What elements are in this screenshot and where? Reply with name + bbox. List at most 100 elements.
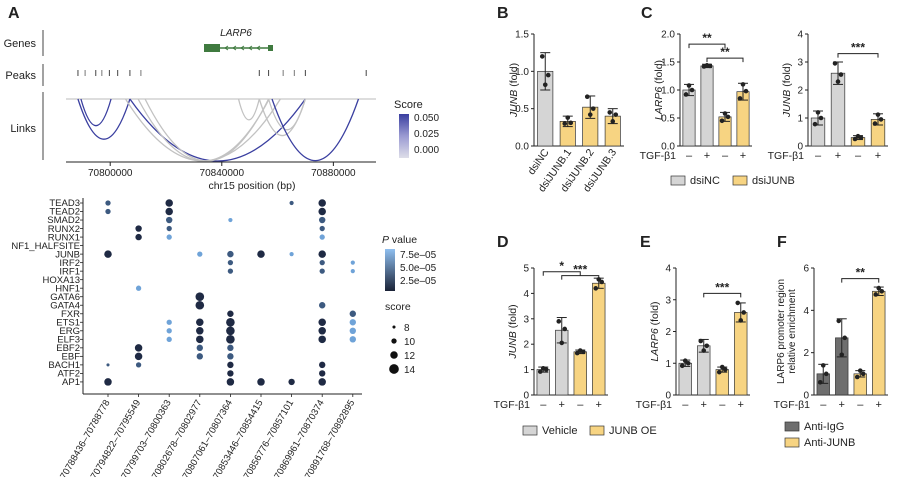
tf-label-ets1: ETS1	[56, 317, 80, 328]
chart-e-point-2-2	[722, 367, 728, 372]
chart-c1-tgf-sign-1: +	[704, 150, 710, 162]
tf-label-elf3: ELF3	[57, 335, 80, 346]
chart-e-bar-1	[697, 345, 711, 396]
chart-f-tgf-label: TGF-β1	[774, 399, 811, 411]
chart-f-point-0-2	[823, 371, 829, 377]
tf-label-irf1: IRF1	[59, 266, 80, 277]
chart-c1-point-1-2	[707, 63, 713, 69]
dot-ap1-0	[104, 378, 112, 386]
chart-b-point-3-0	[607, 110, 613, 115]
dot-score-legend-dot-14	[389, 364, 399, 374]
chart-c1-point-2-1	[722, 111, 728, 116]
chart-e-ytick-label-1: 1	[665, 359, 671, 370]
links-xtick-label-2: 70880000	[311, 168, 356, 179]
pvalue-legend-tick-0: 7.5e–05	[400, 250, 437, 261]
chart-e-bar-3	[734, 312, 748, 396]
dot-ets1-7	[318, 318, 326, 327]
dot-score-legend-title: score	[385, 301, 411, 313]
dot-irf1-7	[319, 268, 325, 274]
dot-elf3-3	[196, 335, 204, 344]
chart-d-point-0-2	[543, 367, 549, 372]
chart-d-ytick-label-0: 0	[523, 391, 529, 402]
tf-label-nf1_halfsite: NF1_HALFSITE	[11, 241, 80, 252]
link-arc-5	[144, 98, 270, 162]
dot-ebf-1	[134, 352, 143, 361]
chart-d-ytick-label-5: 5	[523, 264, 529, 275]
chart-e-tgf-sign-3: +	[738, 399, 744, 411]
chart-e-point-2-1	[719, 364, 725, 370]
legend-f-swatch-0	[784, 421, 800, 432]
chart-f-ylabel-line-1: relative enrichment	[787, 289, 798, 374]
chart-c1-point-2-2	[725, 114, 731, 120]
link-arc-2	[129, 98, 306, 162]
chart-f-tgf-sign-0: –	[820, 399, 827, 411]
chart-d-ylabel: JUNB (fold)	[507, 304, 519, 359]
chart-d-point-1-0	[556, 319, 562, 324]
legend-c-label-1: dsiJUNB	[752, 175, 795, 187]
chart-d-point-1-2	[562, 326, 568, 332]
pvalue-legend-title: P value	[382, 234, 417, 246]
chart-e-point-3-2	[741, 310, 747, 315]
links-xtick-label-1: 70840000	[200, 168, 245, 179]
dot-tead3-2	[165, 199, 173, 207]
dot-junb-5	[257, 250, 265, 258]
chart-c1-tgf-sign-3: +	[740, 150, 746, 162]
pvalue-legend-bar	[385, 249, 395, 291]
chart-c1-tgf-label: TGF-β1	[640, 150, 677, 162]
chart-c1-point-2-0	[719, 118, 725, 124]
chart-e-tgf-label: TGF-β1	[636, 399, 673, 411]
dot-bach1-0	[106, 363, 110, 367]
dot-runx2-1	[135, 225, 142, 232]
chart-c2-tgf-label: TGF-β1	[768, 150, 805, 162]
chart-b-ylabel-unit: (fold)	[508, 63, 520, 90]
chart-b-point-2-2	[590, 106, 596, 111]
dot-runx1-1	[135, 233, 142, 241]
dot-bach1-1	[135, 362, 142, 368]
chart-d-bar-3	[592, 282, 606, 396]
dot-junb-3	[197, 251, 203, 257]
chart-f-ytick-label-3: 6	[803, 264, 809, 275]
link-arc-9	[271, 98, 360, 161]
tf-label-tead2: TEAD2	[49, 207, 80, 218]
pvalue-legend-p: P	[382, 234, 389, 246]
chart-e-ylabel-gene: LARP6	[649, 328, 661, 361]
chart-b-ylabel: JUNB (fold)	[508, 63, 520, 118]
gene-strand-arrow-3	[248, 45, 253, 51]
link-arc-0	[77, 98, 131, 140]
chart-e-point-1-0	[698, 338, 704, 344]
tf-label-irf2: IRF2	[59, 258, 80, 269]
dot-smad2-2	[166, 216, 173, 224]
chart-c1-ylabel: LARP6 (fold)	[653, 60, 665, 120]
tf-label-hoxa13: HOXA13	[43, 275, 81, 286]
score-legend-tick-0: 0.050	[414, 113, 439, 124]
chart-c1-ytick-label-1: 0.5	[661, 114, 675, 125]
chart-c1-bar-1	[700, 65, 714, 147]
dot-tead2-0	[105, 208, 111, 215]
chart-e-ytick-label-0: 0	[665, 391, 671, 402]
dot-tead2-7	[318, 207, 326, 216]
chart-f-point-2-2	[860, 371, 866, 377]
chart-f-point-1-2	[842, 335, 848, 341]
dot-ap1-4	[226, 378, 235, 386]
chart-d-tgf-sign-2: –	[577, 399, 584, 411]
panel-letter-d: D	[497, 234, 509, 251]
chart-e-point-0-2	[685, 360, 691, 366]
chart-f-ylabel-line-0: LARP6 promoter region	[776, 279, 787, 384]
dot-smad2-4	[228, 217, 233, 223]
chart-f-point-3-2	[879, 288, 885, 294]
score-legend-tick-1: 0.025	[414, 129, 439, 140]
tf-label-hnf1: HNF1	[55, 283, 80, 294]
chart-e-ytick-label-4: 4	[665, 264, 671, 275]
chart-c1-ylabel-gene: LARP6	[653, 87, 665, 120]
dot-elf3-2	[166, 336, 172, 342]
chart-e-ytick-label-3: 3	[665, 295, 671, 306]
chart-f-point-3-1	[876, 285, 882, 291]
chart-c2-ylabel: JUNB (fold)	[781, 63, 793, 118]
chart-c1-sig-0: **	[702, 31, 712, 45]
chart-b-point-0-2	[545, 72, 551, 78]
dot-atf2-7	[319, 370, 326, 377]
chart-d-point-0-0	[537, 369, 543, 374]
dot-atf2-4	[227, 370, 234, 377]
dot-tead2-2	[165, 207, 173, 216]
